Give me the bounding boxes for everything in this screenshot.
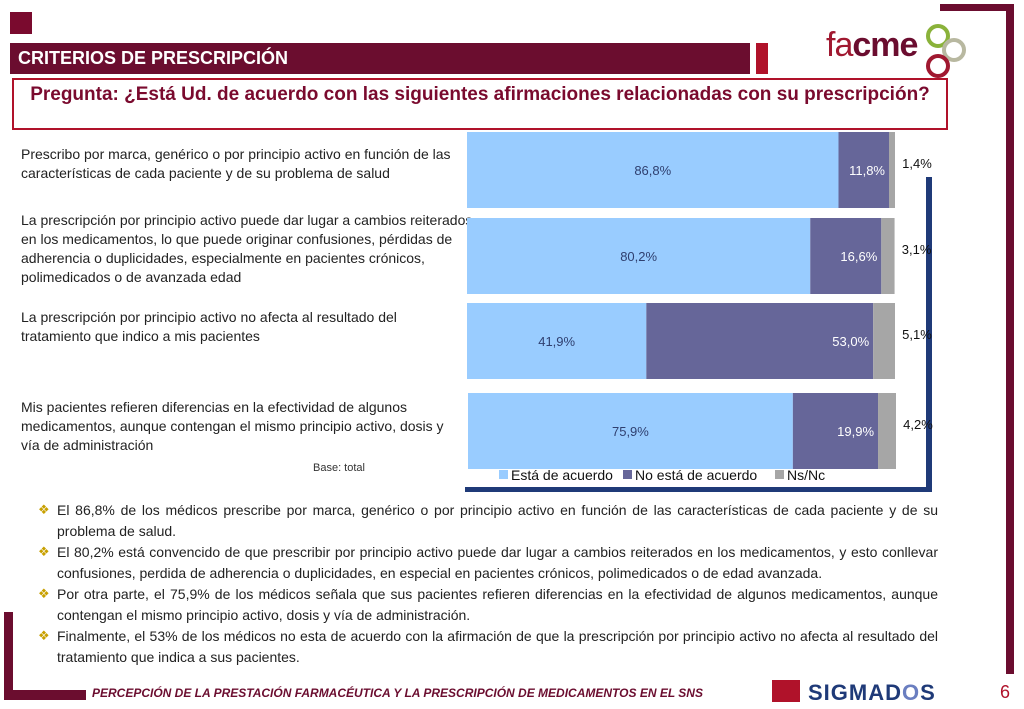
data-label: 80,2% bbox=[620, 249, 657, 264]
sigmados-logo: SIGMADOS bbox=[808, 680, 936, 706]
logo-circles-icon bbox=[926, 24, 966, 78]
bar-segment bbox=[878, 393, 896, 469]
data-label: 75,9% bbox=[612, 424, 649, 439]
footer-text: PERCEPCIÓN DE LA PRESTACIÓN FARMACÉUTICA… bbox=[92, 686, 703, 700]
data-label: 1,4% bbox=[902, 156, 932, 171]
decor-square-top-left bbox=[10, 12, 32, 34]
data-label: 41,9% bbox=[538, 334, 575, 349]
chart-shadow-bottom bbox=[465, 487, 932, 492]
decor-frame-right bbox=[1006, 4, 1014, 674]
statement-3: La prescripción por principio activo no … bbox=[21, 309, 397, 344]
brand-text-a: SIGMAD bbox=[808, 680, 902, 705]
bullet-text: Por otra parte, el 75,9% de los médicos … bbox=[57, 586, 938, 623]
legend-swatch bbox=[775, 470, 784, 479]
bar-segment bbox=[873, 303, 895, 379]
chart-legend: Está de acuerdo No está de acuerdo Ns/Nc bbox=[499, 467, 825, 483]
list-item: ❖ El 80,2% está convencido de que prescri… bbox=[38, 542, 938, 583]
list-item: ❖ El 86,8% de los médicos prescribe por m… bbox=[38, 500, 938, 541]
bar-segment bbox=[467, 218, 811, 294]
decor-square-title bbox=[756, 43, 768, 74]
conclusions-list: ❖ El 86,8% de los médicos prescribe por m… bbox=[38, 500, 938, 668]
data-label: 19,9% bbox=[837, 424, 874, 439]
statement-4: Mis pacientes refieren diferencias en la… bbox=[21, 399, 444, 453]
decor-frame-top bbox=[940, 4, 1014, 11]
statement-2: La prescripción por principio activo pue… bbox=[21, 212, 473, 285]
decor-frame-bottom bbox=[4, 690, 86, 700]
diamond-bullet-icon: ❖ bbox=[38, 502, 50, 517]
question-box: Pregunta: ¿Está Ud. de acuerdo con las s… bbox=[12, 78, 948, 130]
facme-logo: facme bbox=[826, 26, 918, 65]
bar-segment bbox=[468, 393, 793, 469]
decor-frame-left bbox=[4, 612, 13, 700]
diamond-bullet-icon: ❖ bbox=[38, 628, 50, 643]
legend-label: Ns/Nc bbox=[787, 467, 825, 483]
bar-segment bbox=[467, 303, 647, 379]
logo-text-a: fa bbox=[826, 26, 853, 64]
bullet-text: El 86,8% de los médicos prescribe por ma… bbox=[57, 502, 938, 539]
logo-text-b: cme bbox=[852, 26, 918, 64]
title-bar: CRITERIOS DE PRESCRIPCIÓN bbox=[10, 43, 750, 74]
data-label: 53,0% bbox=[832, 334, 869, 349]
diamond-bullet-icon: ❖ bbox=[38, 544, 50, 559]
brand-text-b: O bbox=[902, 680, 921, 705]
bullet-text: Finalmente, el 53% de los médicos no est… bbox=[57, 628, 938, 665]
decor-square-footer bbox=[772, 680, 800, 702]
brand-text-c: S bbox=[920, 680, 936, 705]
page-number: 6 bbox=[1000, 682, 1011, 702]
legend-label: No está de acuerdo bbox=[635, 467, 757, 483]
chart-shadow-right bbox=[926, 177, 932, 489]
data-label: 16,6% bbox=[840, 249, 877, 264]
data-label: 5,1% bbox=[902, 327, 932, 342]
bar-segment bbox=[646, 303, 874, 379]
legend-label: Está de acuerdo bbox=[511, 467, 613, 483]
statement-1: Prescribo por marca, genérico o por prin… bbox=[21, 146, 451, 181]
data-label: 11,8% bbox=[849, 163, 885, 178]
stacked-bar-chart: 86,8% 11,8% 1,4% 80,2% 16,6% 3,1% 41,9% 53,0% 5,… bbox=[465, 132, 933, 492]
bar-segment bbox=[792, 393, 879, 469]
bar-segment bbox=[810, 218, 882, 294]
legend-swatch bbox=[499, 470, 508, 479]
data-label: 4,2% bbox=[903, 417, 933, 432]
data-label: 86,8% bbox=[634, 163, 671, 178]
diamond-bullet-icon: ❖ bbox=[38, 586, 50, 601]
question-text: Pregunta: ¿Está Ud. de acuerdo con las s… bbox=[30, 84, 930, 105]
bar-segment bbox=[881, 218, 895, 294]
base-note: Base: total bbox=[313, 462, 365, 474]
list-item: ❖ Por otra parte, el 75,9% de los médicos… bbox=[38, 584, 938, 625]
legend-swatch bbox=[623, 470, 632, 479]
data-label: 3,1% bbox=[902, 242, 932, 257]
list-item: ❖ Finalmente, el 53% de los médicos no es… bbox=[38, 626, 938, 667]
bullet-text: El 80,2% está convencido de que prescrib… bbox=[57, 544, 938, 581]
bar-segment bbox=[889, 132, 895, 208]
bar-segment bbox=[838, 132, 890, 208]
bar-segment bbox=[467, 132, 839, 208]
page-title: CRITERIOS DE PRESCRIPCIÓN bbox=[18, 48, 289, 68]
